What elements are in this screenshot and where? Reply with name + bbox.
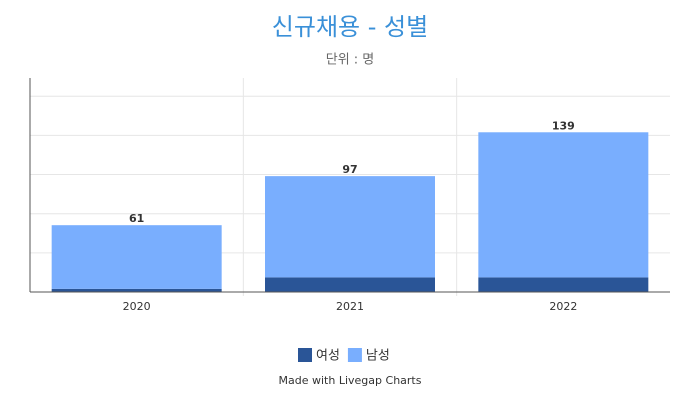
x-tick-label: 2020: [123, 300, 151, 313]
x-tick-label: 2022: [549, 300, 577, 313]
footer: Made with Livegap Charts: [279, 374, 422, 387]
bar-segment: [265, 176, 435, 278]
legend-swatch: [298, 348, 312, 362]
legend-label: 남성: [366, 349, 390, 364]
bar-segment: [478, 132, 649, 278]
x-tick-label: 2021: [336, 300, 364, 313]
bar-segment: [51, 225, 222, 289]
value-label: 139: [552, 119, 575, 132]
bar-segment: [478, 277, 649, 292]
value-label: 61: [129, 212, 144, 225]
chart-title: 신규채용 - 성별: [272, 13, 428, 41]
legend-swatch: [347, 348, 362, 362]
chart-subtitle: 단위 : 명: [326, 53, 375, 68]
bar-segment: [265, 277, 435, 292]
legend-label: 여성: [316, 349, 340, 364]
value-label: 97: [342, 163, 357, 176]
bar-segment: [51, 288, 222, 292]
